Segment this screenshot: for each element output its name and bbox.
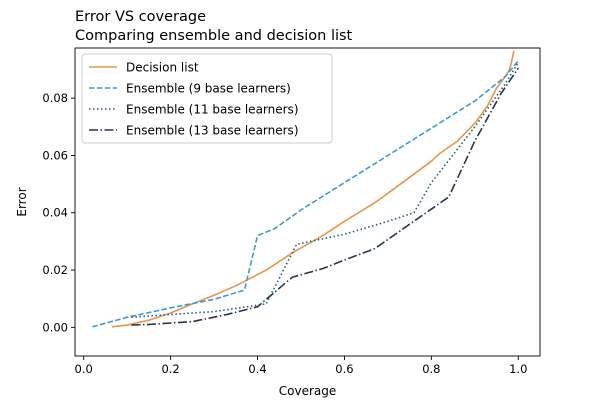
y-axis-label: Error (15, 187, 29, 216)
x-tick-label: 0.2 (161, 362, 179, 376)
x-tick-label: 0.6 (335, 362, 353, 376)
ticks-layer: 0.0 0.2 0.4 0.6 0.8 1.0 0.00 0.02 0.04 0.06 0.08 (42, 91, 527, 376)
x-tick-label: 0.4 (248, 362, 266, 376)
series-line-2 (92, 60, 519, 328)
y-tick-label: 0.06 (42, 148, 68, 162)
y-tick-label: 0.02 (42, 263, 68, 277)
legend: Decision list Ensemble (9 base learners) E… (81, 53, 333, 144)
plot-frame (74, 47, 541, 357)
legend-label-4: Ensemble (13 base learners) (126, 124, 299, 138)
series-layer (92, 50, 519, 328)
x-tick-label: 0.8 (422, 362, 440, 376)
series-line-1 (111, 50, 515, 328)
series-line-4 (131, 67, 519, 326)
legend-label-1: Decision list (126, 61, 199, 75)
y-tick-label: 0.08 (42, 91, 68, 105)
x-tick-label: 0.0 (75, 362, 93, 376)
y-tick-label: 0.04 (42, 206, 68, 220)
x-tick-label: 1.0 (509, 362, 527, 376)
legend-label-3: Ensemble (11 base learners) (126, 103, 299, 117)
y-tick-label: 0.00 (42, 320, 68, 334)
chart-title: Error VS coverage (75, 9, 206, 25)
legend-label-2: Ensemble (9 base learners) (126, 82, 291, 96)
chart-subtitle: Comparing ensemble and decision list (75, 28, 353, 44)
x-axis-label: Coverage (279, 384, 337, 398)
legend-box (81, 53, 333, 144)
